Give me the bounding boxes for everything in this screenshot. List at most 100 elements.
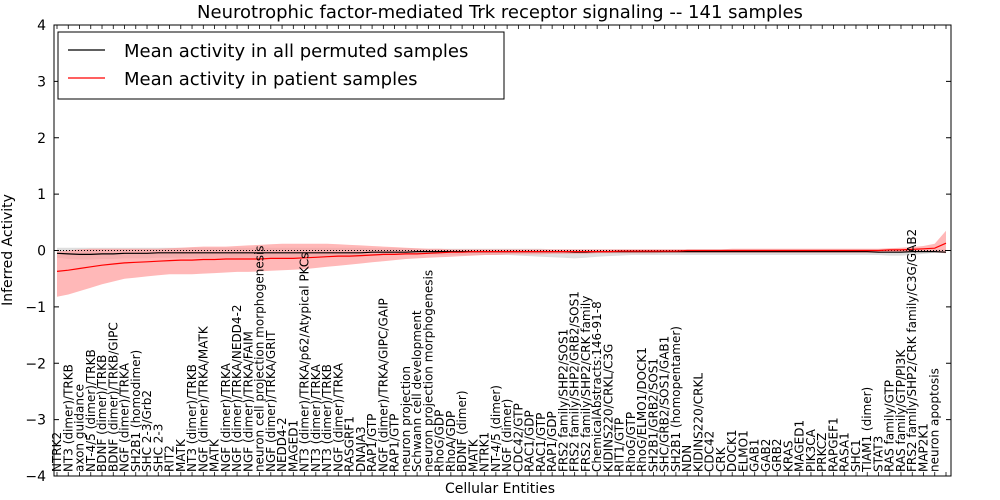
x-category-label: DNAJA3: [354, 426, 368, 472]
x-category-label: KRAS: [782, 440, 796, 472]
legend-box: [57, 31, 505, 100]
y-tick-label: 3: [37, 74, 46, 90]
x-category-label: SH2B1/GRB2/SOS1: [646, 358, 660, 472]
x-category-label: SHC 2-3/Grb2: [140, 390, 154, 472]
y-axis: −4 −3 −2 −1 0 1 2 3 4: [25, 18, 951, 485]
x-category-label: FRS2 family/SHP2/GRB2/SOS1: [568, 291, 582, 472]
y-tick-label: 1: [37, 187, 46, 203]
x-category-label: PIK3CA: [804, 428, 818, 472]
x-category-label: CDC42: [703, 431, 717, 472]
legend: Mean activity in all permuted samples Me…: [57, 31, 505, 100]
y-tick-label: −1: [25, 300, 46, 316]
x-category-label: GRB2: [770, 438, 784, 472]
x-category-label: MATK: [466, 438, 480, 472]
x-category-label: RAS family/GTP: [883, 380, 897, 472]
series-1-line: [56, 242, 947, 272]
x-category-label: neuron projection: [399, 366, 413, 472]
x-category-label: NGF (dimer)/TRKA/NEDD4-2: [230, 304, 244, 472]
x-category-label: ChemicalAbstracts:146-91-8: [590, 301, 604, 472]
x-category-label: RhoG/GDP: [433, 410, 447, 472]
x-category-label: Schwann cell development: [410, 310, 424, 472]
x-category-label: SHC/GRB2/SOS1/GAB1: [658, 336, 672, 472]
x-category-label: RAC1/GDP: [523, 410, 537, 472]
x-category-label: RhoA/GDP: [444, 411, 458, 472]
x-category-label: STAT3: [872, 436, 886, 472]
x-category-label: RAP1/GTP: [388, 414, 402, 472]
x-category-label: neuron apoptosis: [928, 368, 942, 472]
x-category-label: RAP1/GTP: [365, 414, 379, 472]
x-category-label: NT3 (dimer)/TRKB: [61, 364, 75, 472]
x-category-label: NGF (dimer)/TRKA/MATK: [196, 325, 210, 472]
y-tick-label: 0: [37, 244, 46, 260]
x-category-label: NDN: [680, 445, 694, 472]
x-category-label: BDNF (dimer)/TRKB/GIPC: [106, 322, 120, 472]
x-category-label: CDC42/GTP: [511, 403, 525, 472]
x-category-label: SHC1: [849, 439, 863, 472]
y-axis-label: Inferred Activity: [0, 194, 16, 306]
x-category-label: ELMO1: [736, 430, 750, 472]
chart-title: Neurotrophic factor-mediated Trk recepto…: [197, 2, 803, 23]
x-category-label: NGF (dimer)/TRKA: [219, 362, 233, 472]
x-category-label: NTRK1: [478, 432, 492, 472]
x-category-label: DOCK1: [725, 429, 739, 472]
x-category-label: RASGRF1: [343, 416, 357, 472]
x-category-label: NGF (dimer)/TRKA/FAIM: [241, 331, 255, 472]
x-category-label: FRS2 family/SHP2/SOS1: [556, 329, 570, 472]
x-category-label: RhoG/ELMO1/DOCK1: [635, 347, 649, 472]
y-tick-label: 4: [37, 18, 46, 34]
x-category-label: FRS2 family/SHP2/CRK family: [579, 296, 593, 472]
x-category-label: MAP2K1: [917, 423, 931, 472]
x-category-label: axon guidance: [73, 384, 87, 472]
y-tick-label: 2: [37, 131, 46, 147]
x-category-label: NGF (dimer)/TRKA: [118, 362, 132, 472]
x-category-label: RAP1/GDP: [545, 411, 559, 472]
x-axis-label: Cellular Entities: [445, 481, 555, 497]
x-category-label: neuron cell projection morphogenesis: [253, 245, 267, 472]
x-category-label: BDNF (dimer): [455, 390, 469, 471]
series-1-band: [57, 230, 946, 297]
legend-label-permuted: Mean activity in all permuted samples: [124, 41, 468, 62]
x-category-label: SH2B1 (homopentamer): [669, 326, 683, 472]
x-category-label: RAC1/GTP: [534, 413, 548, 472]
x-category-label: MATK: [174, 438, 188, 472]
x-category-label: NT3 (dimer)/TRKB: [185, 364, 199, 472]
x-category-label: RIT1/GTP: [613, 418, 627, 472]
x-category-label: GAB2: [759, 439, 773, 472]
x-category-label: KIDINS220/CRKL: [691, 373, 705, 472]
x-category-label: NT-4/5 (dimer): [489, 385, 503, 472]
x-category-label: TIAM1 (dimer): [860, 387, 874, 473]
x-category-label: MAGED1: [793, 420, 807, 472]
y-tick-label: −3: [25, 413, 46, 429]
x-category-label: NT-4/5 (dimer)/TRKB: [84, 349, 98, 472]
x-category-label: RIT2: [163, 445, 177, 472]
x-category-label: MATK: [208, 438, 222, 472]
x-category-label: GAB1: [748, 439, 762, 472]
x-category-label: FRS2 family/SHP2/CRK family/C3G/GAB2: [905, 229, 919, 472]
x-category-label: NT3 (dimer)/TRKA/p62/Atypical PKCs: [298, 252, 312, 472]
x-category-label: NGF (dimer)/TRKA/GIPC/GAIP: [376, 298, 390, 472]
x-category-label: CRK: [714, 446, 728, 472]
x-category-label: SHC 2-3: [151, 424, 165, 472]
x-category-label: PRKCZ: [815, 433, 829, 472]
x-category-label: MAGED1: [286, 420, 300, 472]
x-category-label: SH2B1 (homodimer): [129, 350, 143, 472]
x-category-label: NTRK2: [50, 432, 64, 472]
y-tick-label: −2: [25, 356, 46, 372]
x-category-label: NGF (dimer)/TRKA/GRIT: [264, 330, 278, 472]
x-category-label: NGF (dimer)/TRKA: [331, 362, 345, 472]
x-category-label: RAS family/GTP/PI3K: [894, 349, 908, 472]
legend-label-patient: Mean activity in patient samples: [124, 69, 418, 90]
x-category-label: BDNF (dimer)/TRKB: [95, 355, 109, 472]
series-lines: [56, 242, 947, 272]
x-category-label: neuron projection morphogenesis: [421, 270, 435, 472]
x-axis: [56, 25, 947, 476]
x-category-label: RASA1: [838, 432, 852, 472]
x-category-label: NEDD4-2: [275, 417, 289, 472]
x-category-label: NT3 (dimer)/TRKB: [320, 364, 334, 472]
x-category-label: RAPGEF1: [827, 417, 841, 472]
x-category-label: KIDINS220/CRKL/C3G: [601, 344, 615, 472]
y-tick-label: −4: [25, 469, 46, 485]
x-category-label: NGF (dimer): [500, 399, 514, 472]
